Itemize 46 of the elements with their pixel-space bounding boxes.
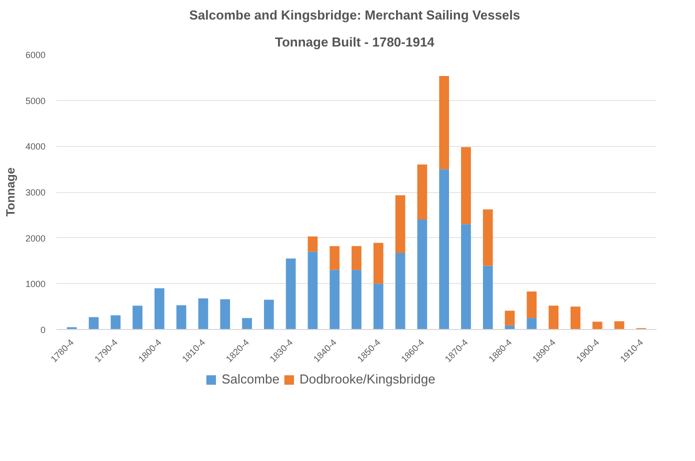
bar [395, 195, 406, 253]
bar [592, 322, 602, 330]
bar [373, 242, 384, 284]
bar [264, 300, 274, 330]
bar [220, 299, 230, 330]
bar [439, 76, 450, 170]
y-tick-label: 2000 [25, 233, 46, 244]
bar [242, 318, 252, 330]
bar [439, 169, 450, 330]
bar [88, 317, 99, 330]
bar [373, 284, 384, 330]
y-tick-label: 4000 [25, 142, 46, 152]
y-tick-label: 0 [40, 325, 46, 335]
bar [308, 236, 318, 252]
bar [352, 246, 362, 270]
y-tick-label: 3000 [25, 188, 46, 198]
bar [176, 305, 186, 330]
bar [461, 224, 471, 330]
bar [526, 318, 537, 330]
bar [330, 246, 340, 270]
bar [482, 209, 493, 266]
bar [132, 306, 142, 330]
bar [308, 252, 318, 330]
chart-subtitle: Tonnage Built - 1780-1914 [274, 34, 436, 50]
bar [198, 298, 208, 330]
bar [154, 288, 164, 330]
y-tick-label: 5000 [25, 96, 46, 106]
bar [504, 310, 515, 326]
bar [330, 270, 340, 330]
bar [526, 291, 537, 318]
bar [395, 252, 406, 330]
chart-title: Salcombe and Kingsbridge: Merchant Sailing Vessels [189, 8, 520, 22]
bar [352, 270, 362, 330]
bar [417, 220, 428, 330]
bar [417, 164, 428, 220]
bar [461, 147, 471, 224]
y-axis-title: Tonnage [3, 167, 18, 217]
bar [110, 315, 121, 330]
y-tick-label: 1000 [25, 279, 46, 290]
y-tick-label: 6000 [25, 50, 46, 60]
bar [286, 258, 296, 330]
bar [570, 306, 580, 330]
legend-label: Salcombe [222, 372, 280, 386]
bar [482, 266, 493, 330]
legend-label: Dodbrooke/Kingsbridge [299, 372, 436, 386]
bar [548, 306, 559, 330]
